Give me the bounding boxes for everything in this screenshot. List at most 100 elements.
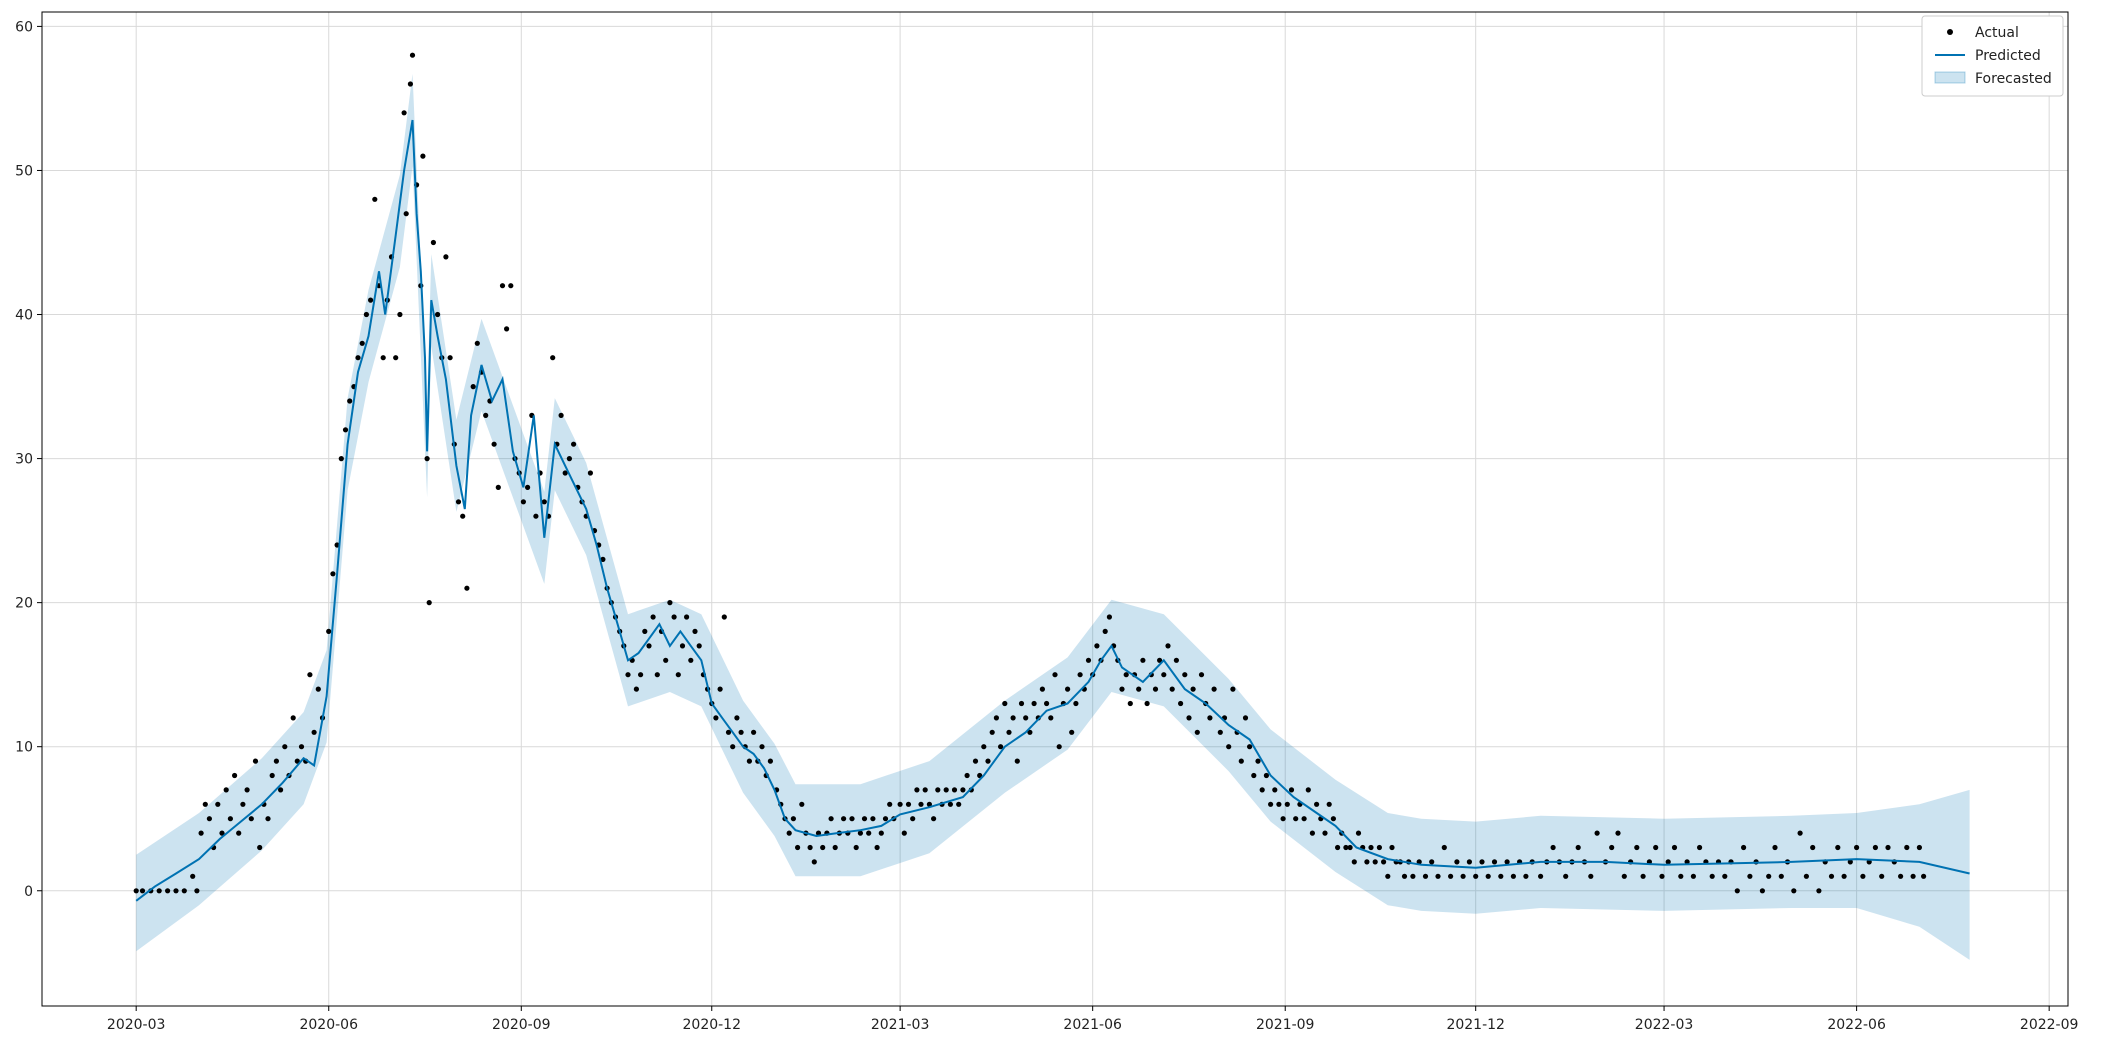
actual-point [1330,816,1336,822]
actual-point [989,729,995,735]
actual-point [533,513,539,519]
actual-point [1226,744,1232,750]
actual-point [248,816,254,822]
actual-point [491,441,497,447]
actual-point [202,801,208,807]
actual-point [1709,873,1715,879]
actual-point [520,499,527,505]
predicted-line [135,119,1970,902]
actual-point [887,801,893,807]
predicted-line-layer [135,119,1970,902]
legend-forecasted-label: Forecasted [1975,71,2052,87]
x-tick-label: 2020-06 [299,1017,358,1033]
actual-point [430,239,436,246]
actual-point [298,744,305,750]
actual-point [1504,859,1510,865]
actual-point [338,456,344,462]
actual-point [1690,873,1696,879]
actual-point [525,484,531,490]
actual-point [541,499,547,505]
actual-point [1052,672,1058,678]
actual-point [1230,686,1236,692]
actual-point [1165,643,1171,649]
actual-point [1634,844,1640,851]
actual-point [223,787,229,793]
actual-point [1615,830,1621,836]
actual-point [1491,859,1498,865]
actual-point [786,830,792,836]
actual-point [1659,873,1665,879]
y-tick-label: 40 [15,308,33,324]
actual-point [424,456,430,462]
actual-point [882,816,889,822]
actual-point [1416,859,1422,865]
actual-point [1854,844,1860,851]
actual-point [1550,844,1556,851]
y-tick-label: 0 [24,884,33,900]
actual-point [853,844,859,851]
actual-point [244,787,250,793]
actual-point [265,816,271,822]
actual-point [795,844,801,851]
actual-point [1314,801,1320,807]
actual-point [1238,758,1244,764]
actual-point [675,672,681,678]
actual-point [1309,830,1315,836]
actual-point [1364,859,1370,865]
actual-point [1173,657,1179,663]
actual-point [646,643,652,649]
actual-point [1448,873,1454,879]
actual-point [721,614,727,620]
actual-point [1293,816,1299,822]
actual-point [1640,873,1646,879]
actual-point [667,600,673,606]
actual-point [1575,844,1581,851]
actual-point [1441,844,1447,851]
x-tick-label: 2021-09 [1256,1017,1315,1033]
actual-point [1194,729,1200,735]
actual-point [1136,686,1142,692]
actual-point [799,801,805,807]
actual-point [1242,715,1249,721]
actual-point [1198,672,1205,678]
actual-point [330,571,336,577]
actual-points-layer [133,52,1927,894]
actual-point [1178,700,1184,707]
actual-point [1523,873,1529,879]
actual-point [870,816,876,822]
actual-point [1797,830,1803,836]
actual-point [759,744,765,750]
actual-point [638,672,644,678]
x-tick-label: 2021-03 [871,1017,930,1033]
actual-point [420,153,426,159]
actual-point [1301,816,1307,822]
actual-point [194,888,200,894]
actual-point [1368,844,1374,851]
actual-point [1684,859,1690,865]
actual-point [849,816,855,822]
actual-point [1251,772,1257,779]
actual-point [232,772,238,779]
actual-point [1280,816,1286,822]
actual-point [1276,801,1282,807]
actual-point [897,801,903,807]
actual-point [625,672,631,678]
actual-point [1127,700,1133,707]
actual-point [1479,859,1485,865]
actual-point [725,729,732,735]
y-tick-label: 10 [15,740,33,756]
actual-point [1872,844,1878,851]
actual-point [426,600,432,606]
actual-point [1766,873,1772,879]
actual-point [1653,844,1659,851]
actual-point [139,888,146,894]
actual-point [1263,772,1269,779]
actual-point [832,844,838,851]
actual-point [407,81,413,87]
actual-point [734,715,740,721]
actual-point [1665,859,1671,865]
actual-point [1085,657,1092,663]
actual-point [738,729,744,735]
actual-point [1910,873,1916,879]
actual-point [435,311,441,318]
